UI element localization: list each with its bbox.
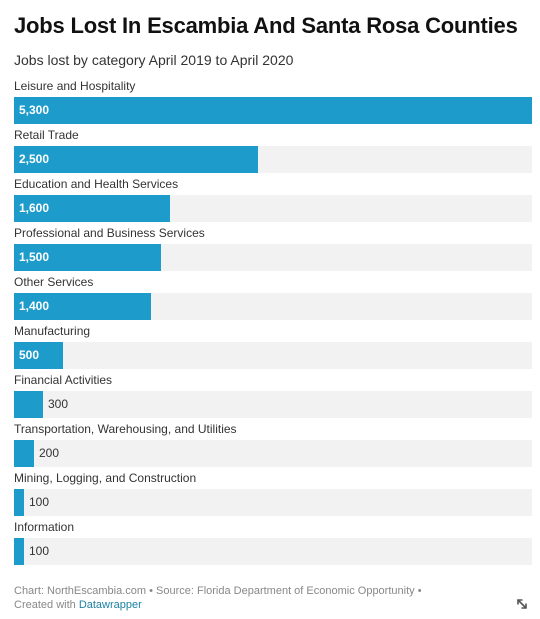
bar — [14, 195, 170, 222]
bar-track: 100 — [14, 538, 532, 565]
bar-track: 1,400 — [14, 293, 532, 320]
category-label: Manufacturing — [14, 324, 91, 338]
category-label: Mining, Logging, and Construction — [14, 471, 197, 485]
footer-trailing-separator: • — [414, 585, 422, 597]
value-label: 1,500 — [19, 250, 50, 264]
bar-chart: Jobs Lost In Escambia And Santa Rosa Cou… — [14, 0, 532, 619]
chart-footer: Chart: NorthEscambia.com • Source: Flori… — [14, 584, 454, 612]
chart-subtitle: Jobs lost by category April 2019 to Apri… — [14, 52, 294, 68]
bar-track: 1,600 — [14, 195, 532, 222]
bar-row: Information 100 — [14, 517, 532, 566]
created-with-text: Created with — [14, 599, 79, 611]
bar-row: Retail Trade 2,500 — [14, 125, 532, 174]
resize-diagonal-icon[interactable] — [515, 597, 529, 611]
bar-row: Education and Health Services 1,600 — [14, 174, 532, 223]
bar-row: Professional and Business Services 1,500 — [14, 223, 532, 272]
bar-row: Leisure and Hospitality 5,300 — [14, 76, 532, 125]
value-label: 1,600 — [19, 201, 50, 215]
value-label: 500 — [19, 348, 40, 362]
value-label: 1,400 — [19, 299, 50, 313]
category-label: Information — [14, 520, 75, 534]
bar-track: 500 — [14, 342, 532, 369]
bar-row: Manufacturing 500 — [14, 321, 532, 370]
bar — [14, 440, 34, 467]
bar — [14, 293, 151, 320]
bar-row: Financial Activities 300 — [14, 370, 532, 419]
category-label: Financial Activities — [14, 373, 113, 387]
bar-row: Mining, Logging, and Construction 100 — [14, 468, 532, 517]
bar — [14, 391, 43, 418]
footer-separator: • — [146, 585, 157, 597]
bar-track: 100 — [14, 489, 532, 516]
category-label: Education and Health Services — [14, 177, 179, 191]
category-label: Professional and Business Services — [14, 226, 205, 240]
bar — [14, 97, 532, 124]
chart-title: Jobs Lost In Escambia And Santa Rosa Cou… — [14, 13, 518, 38]
bar — [14, 146, 258, 173]
value-label: 100 — [29, 544, 50, 558]
bar — [14, 342, 63, 369]
bar-track: 2,500 — [14, 146, 532, 173]
value-label: 300 — [48, 397, 69, 411]
value-label: 2,500 — [19, 152, 50, 166]
datawrapper-link[interactable]: Datawrapper — [78, 599, 142, 611]
category-label: Retail Trade — [14, 128, 79, 142]
category-label: Leisure and Hospitality — [14, 79, 136, 93]
category-label: Transportation, Warehousing, and Utiliti… — [14, 422, 237, 436]
bar-row: Transportation, Warehousing, and Utiliti… — [14, 419, 532, 468]
bar-track: 5,300 — [14, 97, 532, 124]
bar — [14, 489, 24, 516]
source-text: Source: Florida Department of Economic O… — [156, 585, 415, 597]
bar — [14, 244, 161, 271]
bar-track: 1,500 — [14, 244, 532, 271]
chart-credit: Chart: NorthEscambia.com — [14, 585, 147, 597]
value-label: 5,300 — [19, 103, 50, 117]
bar — [14, 538, 24, 565]
bar-track: 300 — [14, 391, 532, 418]
bar-row: Other Services 1,400 — [14, 272, 532, 321]
value-label: 200 — [39, 446, 60, 460]
value-label: 100 — [29, 495, 50, 509]
bar-track: 200 — [14, 440, 532, 467]
category-label: Other Services — [14, 275, 94, 289]
